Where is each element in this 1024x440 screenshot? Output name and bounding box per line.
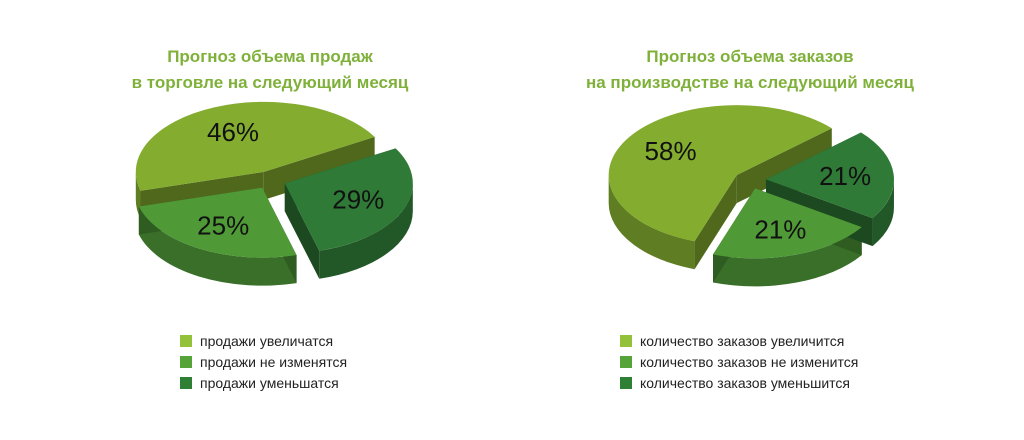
pie-slice bbox=[284, 148, 413, 251]
pie-slice-label: 58% bbox=[645, 136, 697, 166]
chart-title-line-1: Прогноз объема заказов bbox=[646, 47, 854, 66]
pie-slice-cut bbox=[736, 128, 832, 204]
chart-title-line-2: на производстве на следующий месяц bbox=[585, 73, 915, 92]
pie-labels: 46% 25% 29% bbox=[197, 117, 384, 241]
legend-swatch bbox=[620, 334, 632, 347]
chart-title-line-1: Прогноз объема продаж bbox=[167, 47, 373, 66]
pie-slice-wall bbox=[319, 183, 413, 279]
pie-slice bbox=[608, 105, 832, 242]
pie-slice-wall bbox=[138, 206, 297, 286]
chart-title: Прогноз объема заказов на производстве н… bbox=[540, 44, 960, 96]
pie-slice bbox=[713, 188, 862, 259]
pie-tops bbox=[135, 101, 413, 258]
pie-slice-cut bbox=[694, 175, 737, 270]
pie-slice-label: 21% bbox=[754, 214, 806, 244]
legend-item: количество заказов уменьшится bbox=[620, 372, 858, 393]
chart-title: Прогноз объема продаж в торговле на след… bbox=[60, 44, 480, 96]
pie-labels: 58% 21% 21% bbox=[645, 136, 872, 244]
pie-slice-wall bbox=[872, 179, 894, 247]
legend-swatch bbox=[180, 376, 192, 389]
chart-title-line-2: в торговле на следующий месяц bbox=[131, 73, 409, 92]
legend-swatch bbox=[620, 355, 632, 368]
legend-label: количество заказов не изменится bbox=[640, 353, 859, 370]
pie-slice-label: 21% bbox=[819, 161, 871, 191]
pie-chart: 46% 25% 29% bbox=[135, 101, 413, 286]
legend-label: продажи уменьшатся bbox=[200, 374, 339, 391]
legend-label: продажи увеличатся bbox=[200, 332, 334, 349]
legend: количество заказов увеличится количество … bbox=[620, 330, 858, 393]
legend-item: количество заказов не изменится bbox=[620, 351, 858, 372]
pie-slice-label: 46% bbox=[207, 117, 259, 147]
legend-item: продажи уменьшатся bbox=[180, 372, 347, 393]
chart-sales-forecast: Прогноз объема продаж в торговле на след… bbox=[60, 0, 480, 440]
legend-label: продажи не изменятся bbox=[200, 353, 348, 370]
pie-slice bbox=[765, 132, 894, 219]
chart-orders-forecast: Прогноз объема заказов на производстве н… bbox=[540, 0, 960, 440]
pie-slice-label: 25% bbox=[197, 210, 249, 240]
legend-item: продажи увеличатся bbox=[180, 330, 347, 351]
legend-swatch bbox=[620, 376, 632, 389]
legend: продажи увеличатся продажи не изменятся пр… bbox=[180, 330, 347, 393]
pie-slice bbox=[138, 187, 297, 258]
legend-item: продажи не изменятся bbox=[180, 351, 347, 372]
legend-swatch bbox=[180, 355, 192, 368]
pie-slice bbox=[135, 101, 375, 191]
legend-label: количество заказов уменьшится bbox=[640, 374, 851, 391]
legend-label: количество заказов увеличится bbox=[640, 332, 845, 349]
pie-slice-wall bbox=[608, 175, 695, 270]
legend-swatch bbox=[180, 334, 192, 347]
legend-item: количество заказов увеличится bbox=[620, 330, 858, 351]
pie-tops bbox=[608, 105, 894, 259]
pie-slice-label: 29% bbox=[332, 185, 384, 215]
pie-slice-wall bbox=[713, 227, 862, 287]
pie-chart: 58% 21% 21% bbox=[608, 105, 894, 287]
